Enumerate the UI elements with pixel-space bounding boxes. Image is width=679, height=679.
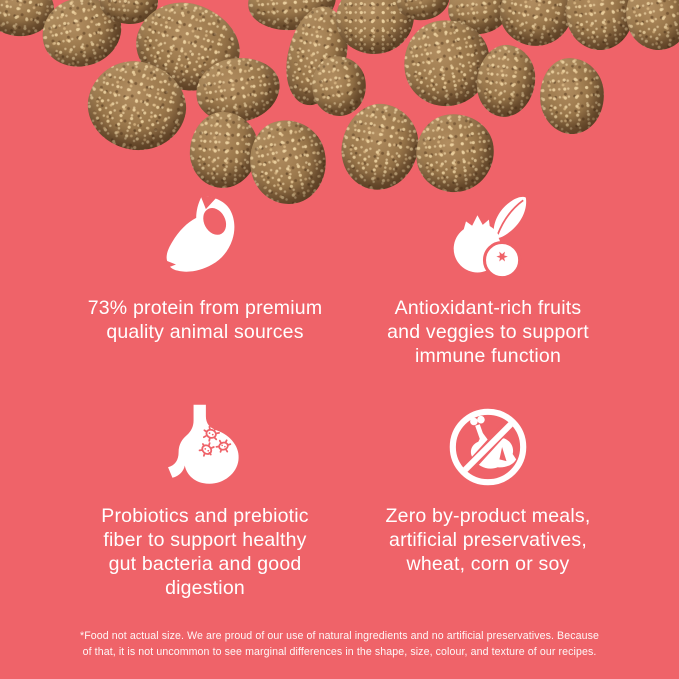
stomach-probiotics-icon [161, 403, 249, 491]
feature-protein: 73% protein from premium quality animal … [50, 195, 360, 344]
kibble-piece [618, 0, 679, 57]
fish-icon [161, 195, 249, 283]
no-byproducts-icon-svg [449, 408, 527, 486]
feature-protein-text: 73% protein from premium quality animal … [87, 297, 323, 343]
berries-icon [444, 195, 532, 283]
feature-antioxidants: Antioxidant-rich fruits and veggies to s… [333, 195, 643, 368]
kibble-photo [0, 0, 679, 220]
feature-probiotics-text: Probiotics and prebiotic fiber to suppor… [101, 505, 309, 599]
feature-antioxidants-text: Antioxidant-rich fruits and veggies to s… [387, 297, 589, 367]
kibble-piece [537, 55, 607, 137]
stomach-icon-svg [168, 404, 239, 484]
berries-icon-svg [453, 196, 527, 280]
feature-no-byproducts-text: Zero by-product meals, artificial preser… [385, 505, 591, 575]
no-byproducts-icon [444, 403, 532, 491]
feature-probiotics: Probiotics and prebiotic fiber to suppor… [50, 403, 360, 600]
kibble-piece [412, 110, 498, 196]
fish-icon-svg [162, 195, 235, 272]
disclaimer-text: *Food not actual size. We are proud of o… [79, 630, 599, 658]
feature-no-byproducts: Zero by-product meals, artificial preser… [333, 403, 643, 576]
kibble-piece [187, 109, 261, 191]
